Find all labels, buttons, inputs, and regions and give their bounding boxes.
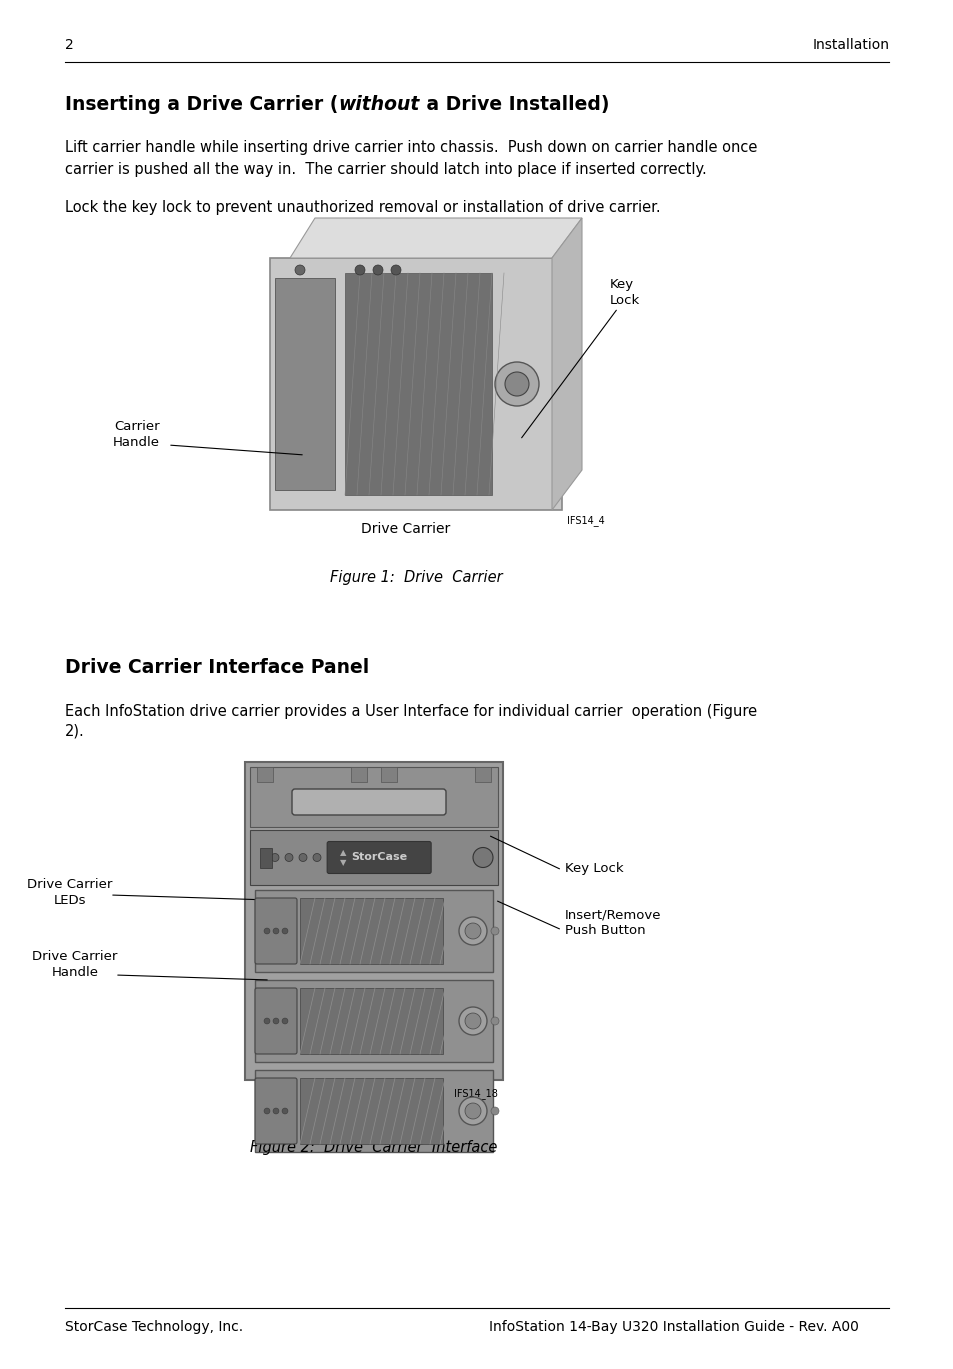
Circle shape [491,1108,498,1114]
Bar [260,847,272,868]
Text: Drive Carrier Interface Panel: Drive Carrier Interface Panel [65,658,369,678]
Circle shape [264,928,270,934]
Circle shape [464,1103,480,1118]
Circle shape [473,847,493,868]
Circle shape [285,853,293,861]
Circle shape [373,266,382,275]
Bar [270,257,561,511]
FancyBboxPatch shape [254,988,296,1054]
Circle shape [458,917,486,945]
Text: Lock the key lock to prevent unauthorized removal or installation of drive carri: Lock the key lock to prevent unauthorize… [65,200,659,215]
Text: IFS14_18: IFS14_18 [454,1088,497,1099]
Text: Carrier
Handle: Carrier Handle [112,420,160,449]
Circle shape [458,1097,486,1125]
Circle shape [504,372,529,396]
Circle shape [464,1013,480,1029]
Text: Insert/Remove
Push Button: Insert/Remove Push Button [564,908,660,936]
Text: Drive Carrier
LEDs: Drive Carrier LEDs [28,878,112,908]
Bar [299,1077,442,1144]
Bar [299,988,442,1054]
Text: Each InfoStation drive carrier provides a User Interface for individual carrier : Each InfoStation drive carrier provides … [65,704,756,719]
Text: InfoStation 14-Bay U320 Installation Guide - Rev. A00: InfoStation 14-Bay U320 Installation Gui… [489,1320,858,1333]
FancyBboxPatch shape [292,789,446,815]
Circle shape [294,266,305,275]
Bar [250,830,497,884]
Text: carrier is pushed all the way in.  The carrier should latch into place if insert: carrier is pushed all the way in. The ca… [65,162,706,177]
Circle shape [298,853,307,861]
Bar [475,767,491,782]
Bar [254,980,493,1062]
Text: Figure 1:  Drive  Carrier: Figure 1: Drive Carrier [330,570,502,585]
Polygon shape [290,218,581,257]
Text: 2).: 2). [65,724,85,739]
Bar [254,890,493,972]
Text: ▲
▼: ▲ ▼ [339,847,346,867]
Circle shape [282,1019,288,1024]
Circle shape [271,853,278,861]
Text: Drive Carrier: Drive Carrier [361,522,450,537]
Circle shape [264,1108,270,1114]
Circle shape [264,1019,270,1024]
Bar [250,767,497,827]
Text: 2: 2 [65,38,73,52]
Circle shape [458,1008,486,1035]
Circle shape [491,1017,498,1025]
FancyBboxPatch shape [327,842,431,873]
Circle shape [464,923,480,939]
Text: IFS14_4: IFS14_4 [566,515,604,526]
Text: StorCase: StorCase [351,853,407,862]
Circle shape [495,361,538,407]
Circle shape [282,1108,288,1114]
Text: Key
Lock: Key Lock [609,278,639,307]
Bar [274,278,335,490]
Text: Lift carrier handle while inserting drive carrier into chassis.  Push down on ca: Lift carrier handle while inserting driv… [65,140,757,155]
Circle shape [355,266,365,275]
Text: Figure 2:  Drive  Carrier  Interface: Figure 2: Drive Carrier Interface [250,1140,497,1155]
Circle shape [391,266,400,275]
Circle shape [491,927,498,935]
Text: Drive Carrier
Handle: Drive Carrier Handle [32,950,117,979]
Bar [299,898,442,964]
Text: a Drive Installed): a Drive Installed) [419,94,608,114]
Bar [256,767,273,782]
FancyBboxPatch shape [254,898,296,964]
Bar [380,767,396,782]
Text: Key Lock: Key Lock [564,862,623,875]
Bar [345,272,492,496]
FancyBboxPatch shape [254,1077,296,1144]
Text: Installation: Installation [811,38,888,52]
Bar [245,763,502,1080]
Text: Inserting a Drive Carrier (: Inserting a Drive Carrier ( [65,94,338,114]
Circle shape [273,1108,278,1114]
Bar [351,767,367,782]
Circle shape [273,928,278,934]
Polygon shape [552,218,581,511]
Text: without: without [338,94,419,114]
Circle shape [273,1019,278,1024]
Circle shape [313,853,320,861]
Text: StorCase Technology, Inc.: StorCase Technology, Inc. [65,1320,243,1333]
Circle shape [282,928,288,934]
Bar [254,1071,493,1151]
